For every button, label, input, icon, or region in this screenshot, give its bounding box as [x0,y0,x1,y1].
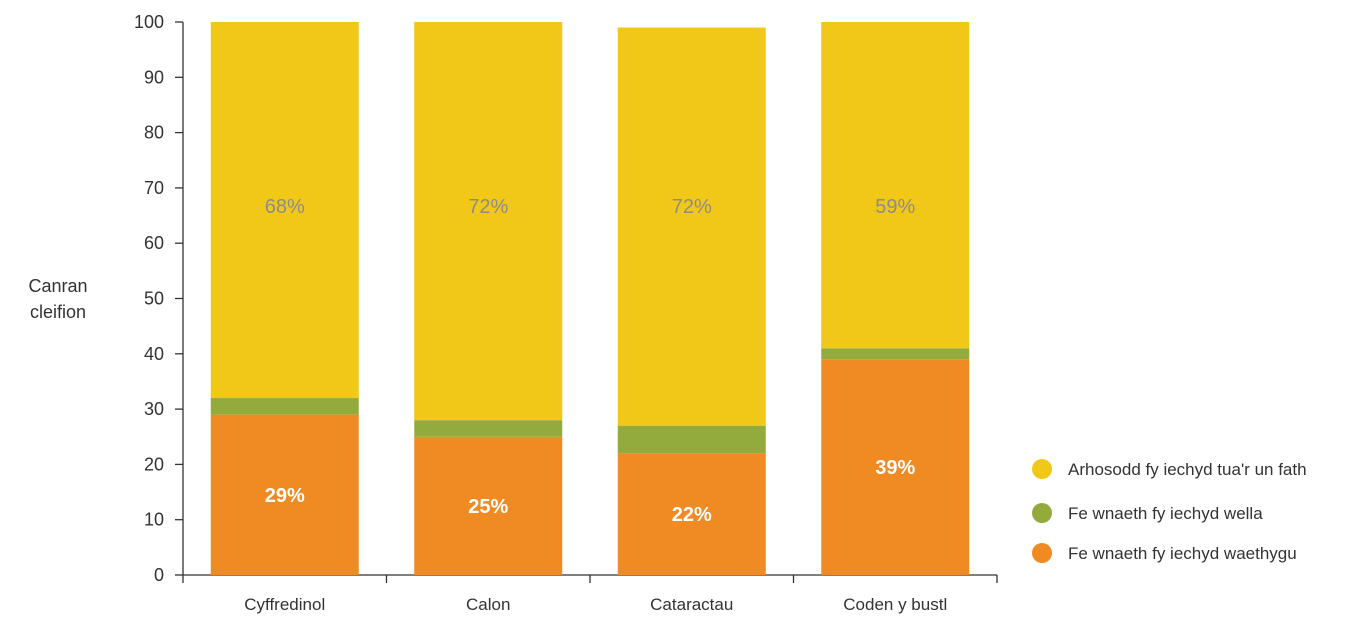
data-label: 29% [265,485,305,507]
bar-segment [617,27,766,426]
data-label: 59% [875,196,915,218]
legend-label: Fe wnaeth fy iechyd waethygu [1068,544,1297,563]
legend-swatch [1032,543,1052,563]
y-tick-label: 100 [134,12,164,32]
legend-swatch [1032,503,1052,523]
data-label: 68% [265,196,305,218]
legend: Arhosodd fy iechyd tua'r un fath Fe wnaet… [1032,459,1307,563]
bar-segment [210,22,359,399]
x-category-label: Calon [466,595,510,614]
data-label: 25% [468,496,508,518]
y-axis-title-line-1: Canran [28,276,87,296]
y-axis-title: Canran cleifion [28,276,87,322]
y-tick-label: 50 [144,289,164,309]
y-axis-title-line-2: cleifion [30,302,86,322]
bar-segment [617,453,766,575]
legend-swatch [1032,459,1052,479]
bar-segment [821,348,970,360]
y-tick-label: 60 [144,233,164,253]
x-category-label: Cataractau [650,595,733,614]
bar-segment [414,22,563,421]
bar-segment [210,414,359,575]
bar-segment [210,398,359,415]
y-tick-label: 10 [144,510,164,530]
y-tick-label: 20 [144,454,164,474]
y-axis: 0 10 20 30 40 50 60 70 80 90 100 [134,12,184,585]
bar-segment [617,425,766,454]
data-label: 39% [875,457,915,479]
data-label: 22% [672,504,712,526]
bar-segment [414,420,563,437]
x-axis: Cyffredinol Calon Cataractau Coden y bustl [182,574,998,614]
bar-segment [821,22,970,349]
bar-segment [821,359,970,575]
y-tick-label: 30 [144,399,164,419]
data-labels: 29% 68% 25% 72% 22% 72% 39% 59% [265,196,916,526]
bar-segment [414,436,563,575]
y-tick-label: 0 [154,565,164,585]
bars [210,22,970,575]
data-label: 72% [672,196,712,218]
y-tick-label: 40 [144,344,164,364]
legend-label: Arhosodd fy iechyd tua'r un fath [1068,460,1307,479]
y-tick-label: 80 [144,123,164,143]
legend-label: Fe wnaeth fy iechyd wella [1068,504,1263,523]
x-category-label: Cyffredinol [244,595,325,614]
data-label: 72% [468,196,508,218]
y-tick-label: 90 [144,67,164,87]
x-category-label: Coden y bustl [843,595,947,614]
y-tick-label: 70 [144,178,164,198]
